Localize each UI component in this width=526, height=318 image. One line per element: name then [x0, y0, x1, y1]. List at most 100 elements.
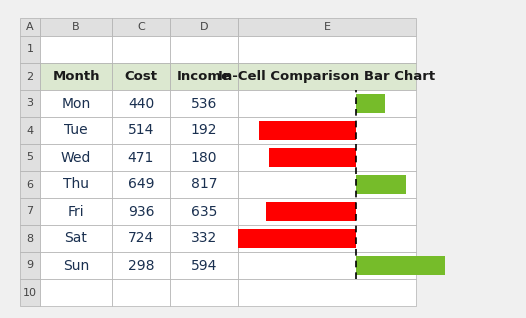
- Text: 440: 440: [128, 96, 154, 110]
- Bar: [112, 18, 170, 36]
- Bar: [112, 63, 170, 90]
- Text: 180: 180: [191, 150, 217, 164]
- Text: Sun: Sun: [63, 259, 89, 273]
- Text: 936: 936: [128, 204, 154, 218]
- Bar: [40, 198, 112, 225]
- Bar: [170, 198, 238, 225]
- Bar: [112, 279, 170, 306]
- Bar: [20, 252, 40, 279]
- Text: 4: 4: [26, 126, 34, 135]
- Text: 10: 10: [23, 287, 37, 298]
- Bar: [356, 256, 445, 275]
- Bar: [238, 252, 416, 279]
- Bar: [170, 252, 238, 279]
- Bar: [356, 175, 407, 194]
- Bar: [20, 225, 40, 252]
- Text: B: B: [72, 22, 80, 32]
- Bar: [238, 18, 416, 36]
- Bar: [20, 36, 40, 63]
- Bar: [40, 18, 112, 36]
- Text: 6: 6: [26, 179, 34, 190]
- Bar: [112, 90, 170, 117]
- Text: Wed: Wed: [61, 150, 91, 164]
- Bar: [40, 252, 112, 279]
- Text: 8: 8: [26, 233, 34, 244]
- Bar: [112, 171, 170, 198]
- Bar: [238, 229, 356, 248]
- Text: 332: 332: [191, 232, 217, 245]
- Text: 9: 9: [26, 260, 34, 271]
- Text: C: C: [137, 22, 145, 32]
- Text: E: E: [323, 22, 330, 32]
- Bar: [20, 18, 40, 36]
- Bar: [238, 171, 416, 198]
- Text: 1: 1: [26, 45, 34, 54]
- Bar: [40, 36, 112, 63]
- Bar: [112, 252, 170, 279]
- Bar: [238, 36, 416, 63]
- Bar: [112, 144, 170, 171]
- Bar: [112, 198, 170, 225]
- Text: Cost: Cost: [125, 70, 157, 83]
- Text: Mon: Mon: [62, 96, 90, 110]
- Bar: [238, 63, 416, 90]
- Bar: [356, 94, 385, 113]
- Bar: [238, 90, 416, 117]
- Bar: [170, 144, 238, 171]
- Bar: [170, 225, 238, 252]
- Bar: [20, 90, 40, 117]
- Text: 536: 536: [191, 96, 217, 110]
- Bar: [20, 171, 40, 198]
- Text: Tue: Tue: [64, 123, 88, 137]
- Text: 5: 5: [26, 153, 34, 162]
- Bar: [238, 117, 416, 144]
- Bar: [170, 63, 238, 90]
- Bar: [238, 225, 416, 252]
- Bar: [112, 225, 170, 252]
- Text: 817: 817: [191, 177, 217, 191]
- Text: 2: 2: [26, 72, 34, 81]
- Text: Fri: Fri: [68, 204, 84, 218]
- Bar: [112, 117, 170, 144]
- Bar: [40, 63, 112, 90]
- Bar: [40, 90, 112, 117]
- Text: Income: Income: [177, 70, 231, 83]
- Text: 3: 3: [26, 99, 34, 108]
- Bar: [40, 279, 112, 306]
- Text: Thu: Thu: [63, 177, 89, 191]
- Text: Sat: Sat: [65, 232, 87, 245]
- Text: 635: 635: [191, 204, 217, 218]
- Bar: [20, 144, 40, 171]
- Text: 594: 594: [191, 259, 217, 273]
- Bar: [269, 148, 356, 167]
- Text: In-Cell Comparison Bar Chart: In-Cell Comparison Bar Chart: [218, 70, 436, 83]
- Bar: [40, 117, 112, 144]
- Bar: [112, 36, 170, 63]
- Bar: [40, 171, 112, 198]
- Bar: [238, 144, 416, 171]
- Bar: [170, 18, 238, 36]
- Bar: [170, 90, 238, 117]
- Text: 298: 298: [128, 259, 154, 273]
- Bar: [170, 117, 238, 144]
- Bar: [238, 279, 416, 306]
- Bar: [40, 144, 112, 171]
- Text: Month: Month: [52, 70, 100, 83]
- Text: 649: 649: [128, 177, 154, 191]
- Bar: [170, 279, 238, 306]
- Text: 471: 471: [128, 150, 154, 164]
- Bar: [20, 117, 40, 144]
- Bar: [259, 121, 356, 140]
- Bar: [170, 171, 238, 198]
- Bar: [20, 63, 40, 90]
- Bar: [20, 279, 40, 306]
- Bar: [170, 36, 238, 63]
- Text: 192: 192: [191, 123, 217, 137]
- Bar: [20, 198, 40, 225]
- Bar: [40, 225, 112, 252]
- Text: 724: 724: [128, 232, 154, 245]
- Text: 514: 514: [128, 123, 154, 137]
- Text: A: A: [26, 22, 34, 32]
- Text: 7: 7: [26, 206, 34, 217]
- Text: D: D: [200, 22, 208, 32]
